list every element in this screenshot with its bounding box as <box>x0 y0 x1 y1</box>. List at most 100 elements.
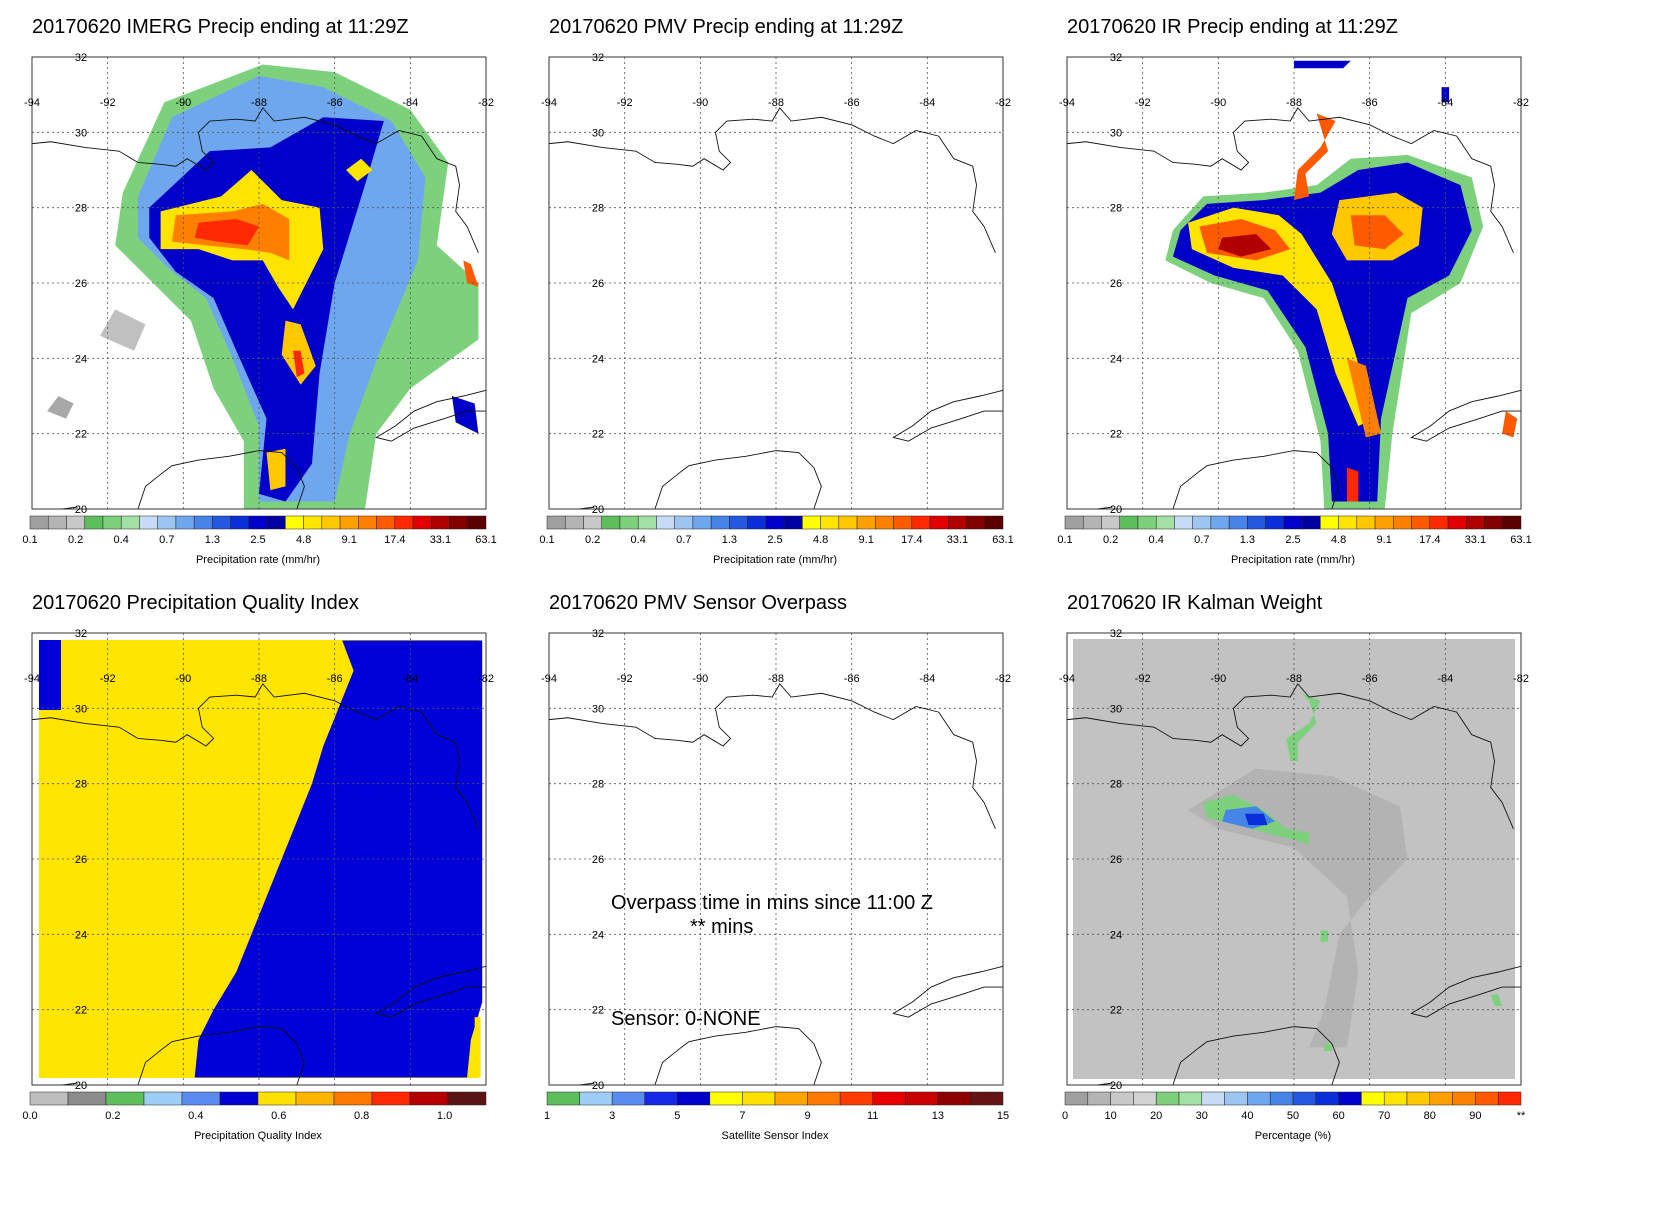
colorbar-tick-label: 60 <box>1332 1110 1344 1122</box>
lat-label: 30 <box>75 703 87 715</box>
colorbar-tick-label: 9.1 <box>342 534 357 546</box>
colorbar-cell <box>970 1091 1004 1106</box>
panel-ir-precip: 20170620 IR Precip ending at 11:29Z -94 -… <box>1057 10 1585 610</box>
colorbar-cell <box>1087 1091 1111 1106</box>
colorbar-cell <box>412 515 432 530</box>
colorbar-cell <box>807 1091 841 1106</box>
lon-label: -88 <box>251 673 267 685</box>
colorbar-tick-label: 0.7 <box>676 534 691 546</box>
colorbar-cell <box>601 515 621 530</box>
lon-label: -84 <box>402 97 418 109</box>
colorbar-cell <box>143 1091 183 1106</box>
colorbar-cell <box>710 515 730 530</box>
colorbar-cell <box>1393 515 1412 530</box>
map-kalman-weight: -94 -92 -90 -88 -86 -84 -82 20 22 24 26 28 30 32 0 10 20… <box>1059 628 1529 1142</box>
lon-label: -94 <box>1059 673 1075 685</box>
coastline <box>548 107 1004 510</box>
lat-label: 26 <box>1110 854 1122 866</box>
colorbar-cell <box>856 515 876 530</box>
colorbar-tick-label: 63.1 <box>475 534 496 546</box>
lat-label: 24 <box>1110 929 1122 941</box>
colorbar-cell <box>838 515 858 530</box>
lon-label: -82 <box>478 97 494 109</box>
lon-label: -92 <box>617 97 633 109</box>
colorbar-tick-label: 1 <box>544 1110 550 1122</box>
overpass-time-text: Overpass time in mins since 11:00 Z <box>611 892 933 914</box>
colorbar-cell <box>212 515 231 530</box>
precip-area <box>1324 1043 1332 1052</box>
map-grid <box>32 57 486 509</box>
colorbar-title: Satellite Sensor Index <box>721 1130 829 1142</box>
map-frame <box>1066 56 1522 510</box>
map-grid <box>32 633 486 1085</box>
colorbar-tick-label: 7 <box>739 1110 745 1122</box>
colorbar-cell <box>219 1091 259 1106</box>
panel-pmv-precip: 20170620 PMV Precip ending at 11:29Z -94… <box>539 10 1067 610</box>
colorbar-cell <box>966 515 986 530</box>
overpass-mins-text: ** mins <box>690 916 754 938</box>
coastline <box>548 683 1004 1086</box>
precip-area <box>346 158 373 182</box>
lat-label: 28 <box>592 203 604 215</box>
precip-area <box>266 448 286 491</box>
colorbar-tick-label: 0.7 <box>1194 534 1209 546</box>
precip-field <box>1188 693 1503 1052</box>
colorbar-cell <box>1429 1091 1453 1106</box>
precip-area <box>1294 113 1336 201</box>
colorbar-tick-label: 9.1 <box>1377 534 1392 546</box>
colorbar-tick-label: ** <box>1517 1110 1526 1122</box>
colorbar-cell <box>937 1091 971 1106</box>
colorbar-cell <box>1338 515 1358 530</box>
map-grid <box>549 633 1003 1085</box>
lon-label: -82 <box>1513 673 1529 685</box>
colorbar-cell <box>1247 1091 1271 1106</box>
colorbar-cell <box>1497 1091 1522 1106</box>
colorbar-cell <box>1361 1091 1385 1106</box>
coast-segment <box>31 683 479 830</box>
precip-field <box>47 64 479 510</box>
precip-area <box>1188 207 1374 427</box>
colorbar-cell <box>447 1091 487 1106</box>
lon-label: -90 <box>1210 673 1226 685</box>
colorbar-cell <box>467 515 487 530</box>
lat-label: 30 <box>592 703 604 715</box>
colorbar-cell <box>376 515 396 530</box>
colorbar-cell <box>1247 515 1266 530</box>
colorbar-cell <box>157 515 177 530</box>
lon-label: -90 <box>175 673 191 685</box>
coast-segment <box>1172 450 1340 510</box>
colorbar-cell <box>120 515 140 530</box>
colorbar-cell <box>742 1091 776 1106</box>
colorbar-cell <box>656 515 675 530</box>
lat-label: 30 <box>75 127 87 139</box>
colorbar-cell <box>1174 515 1193 530</box>
lat-label: 22 <box>592 429 604 441</box>
panel-kalman-weight: 20170620 IR Kalman Weight -94 -92 -90 -88 -8… <box>1059 586 1585 1186</box>
lat-label: 26 <box>592 854 604 866</box>
colorbar-cell <box>1269 1091 1294 1106</box>
colorbar-cell <box>1101 515 1120 530</box>
precip-area <box>1490 994 1503 1006</box>
precip-area <box>1218 234 1272 257</box>
coast-segment <box>1410 965 1522 1018</box>
coast-segment <box>137 1026 305 1086</box>
colorbar-cell <box>409 1091 449 1106</box>
lon-label: -94 <box>541 97 557 109</box>
colorbar-tick-label: 0.4 <box>631 534 646 546</box>
lon-label: -92 <box>1135 97 1151 109</box>
panel-title: 20170620 PMV Precip ending at 11:29Z <box>549 16 904 38</box>
colorbar-tick-label: 63.1 <box>1510 534 1531 546</box>
colorbar-cell <box>358 515 377 530</box>
colorbar-tick-label: 70 <box>1378 1110 1390 1122</box>
precip-area <box>451 396 479 434</box>
colorbar-tick-label: 33.1 <box>947 534 968 546</box>
colorbar-cell <box>1374 515 1394 530</box>
colorbar-cell <box>872 1091 906 1106</box>
lat-label: 28 <box>1110 779 1122 791</box>
lat-label: 32 <box>1110 628 1122 640</box>
coast-segment <box>654 450 822 510</box>
colorbar-cell <box>1320 515 1339 530</box>
lon-label: -92 <box>617 673 633 685</box>
